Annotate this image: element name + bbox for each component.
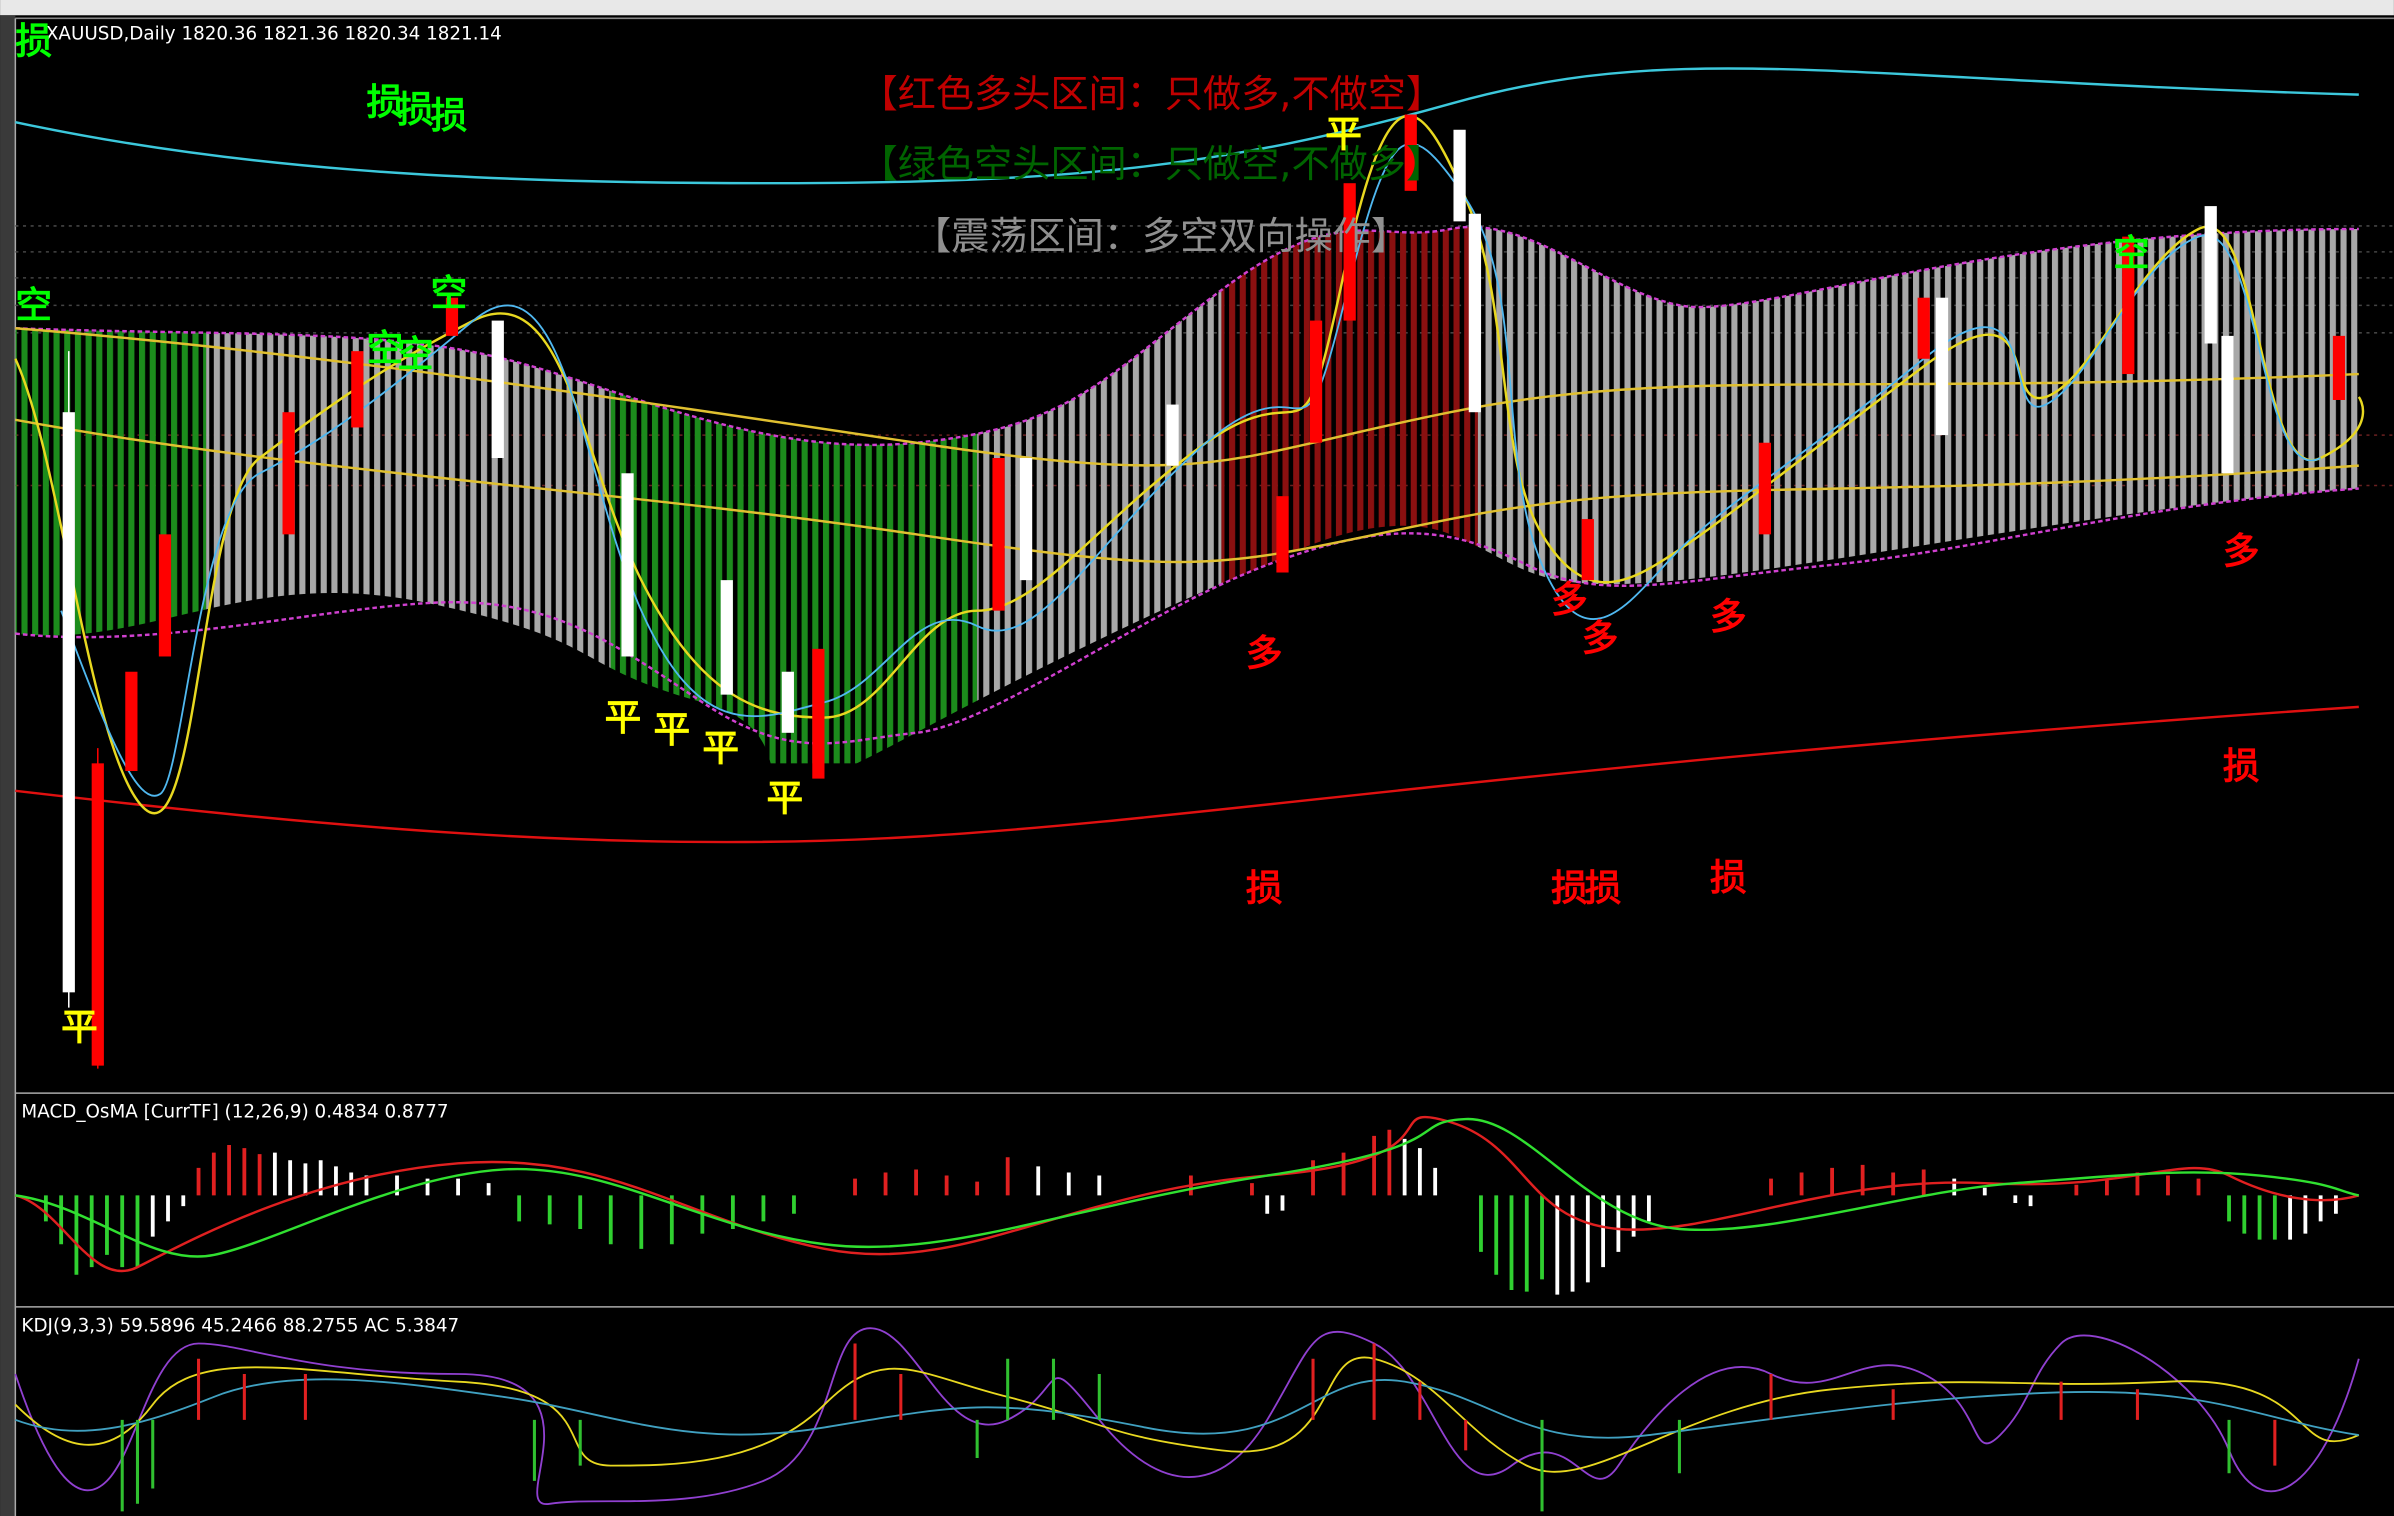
signal-mark: 损 bbox=[1551, 867, 1588, 910]
signal-mark: 损 bbox=[1246, 867, 1283, 910]
signal-mark: 空 bbox=[397, 332, 434, 375]
signal-mark: 损 bbox=[366, 81, 403, 124]
signal-mark: 空 bbox=[366, 326, 403, 369]
signal-mark: 平 bbox=[766, 777, 803, 820]
signal-mark: 空 bbox=[15, 284, 52, 327]
signal-mark: 损 bbox=[1710, 856, 1747, 899]
signal-mark: 多 bbox=[2223, 529, 2260, 572]
kdj-histogram bbox=[120, 1343, 2277, 1512]
signal-mark: 空 bbox=[431, 271, 468, 314]
zone-legend: 【震荡区间：多空双向操作】 bbox=[913, 214, 1409, 258]
signal-mark: 平 bbox=[654, 708, 691, 751]
zone-legend: 【红色多头区间：只做多,不做空】 bbox=[860, 72, 1444, 116]
signal-mark: 多 bbox=[1246, 632, 1283, 675]
macd-label: MACD_OsMA [CurrTF] (12,26,9) 0.4834 0.87… bbox=[21, 1102, 448, 1123]
left-strip bbox=[0, 15, 16, 1516]
kdj-label: KDJ(9,3,3) 59.5896 45.2466 88.2755 AC 5.… bbox=[21, 1315, 459, 1336]
signal-mark: 损 bbox=[431, 94, 468, 137]
signal-mark: 损 bbox=[15, 19, 52, 62]
signal-mark: 平 bbox=[605, 696, 642, 739]
signal-mark: 损 bbox=[2223, 745, 2260, 788]
toolbar bbox=[0, 0, 2394, 16]
signal-mark: 损 bbox=[397, 88, 434, 131]
symbol-header: XAUUSD,Daily 1820.36 1821.36 1820.34 182… bbox=[46, 24, 502, 45]
candles bbox=[62, 114, 2346, 1069]
signal-mark: 损 bbox=[1585, 867, 1622, 910]
signal-mark: 多 bbox=[1551, 578, 1588, 621]
macd-lines bbox=[15, 1115, 2360, 1273]
signal-mark: 空 bbox=[2113, 232, 2150, 275]
signal-mark: 平 bbox=[61, 1006, 98, 1049]
kdj-lines bbox=[14, 1327, 2360, 1505]
signal-mark: 多 bbox=[1582, 616, 1619, 659]
signal-mark: 平 bbox=[702, 726, 739, 769]
signal-mark: 平 bbox=[1325, 113, 1362, 156]
signal-mark: 多 bbox=[1710, 595, 1747, 638]
zone-legend: 【绿色空头区间：只做空,不做多】 bbox=[860, 142, 1444, 186]
